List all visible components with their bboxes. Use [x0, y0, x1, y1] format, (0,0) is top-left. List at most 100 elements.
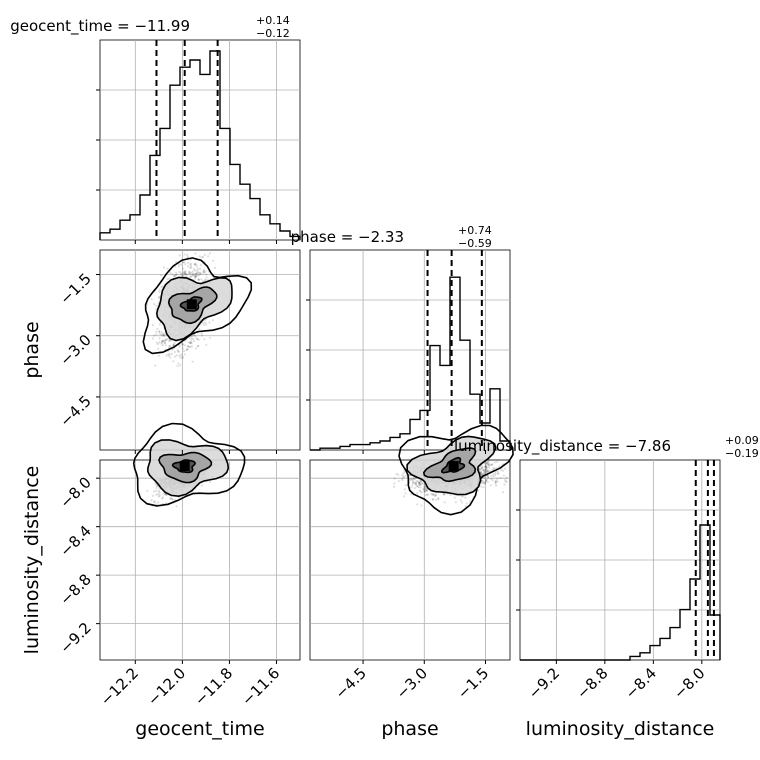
sample-point-phase-luminosity_distance-980	[459, 499, 462, 502]
xtick-label-phase-1: −3.0	[393, 664, 431, 702]
sample-point-geocent_time-phase-283	[175, 273, 178, 276]
sample-point-geocent_time-luminosity_distance-392	[200, 484, 203, 487]
sample-point-phase-luminosity_distance-773	[505, 480, 508, 483]
sample-point-geocent_time-phase-1149	[194, 272, 198, 275]
sample-point-geocent_time-phase-473	[192, 337, 195, 340]
sample-point-phase-luminosity_distance-1286	[487, 461, 490, 464]
sample-point-geocent_time-phase-1301	[178, 254, 181, 257]
contour-geocent_time-phase-0	[142, 257, 253, 355]
histogram-luminosity_distance	[520, 524, 721, 661]
sample-point-phase-luminosity_distance-121	[484, 462, 487, 465]
sample-point-phase-luminosity_distance-1371	[482, 482, 485, 485]
sample-point-geocent_time-phase-1019	[189, 341, 192, 345]
sample-point-geocent_time-phase-291	[183, 270, 187, 273]
sample-point-phase-luminosity_distance-348	[425, 488, 428, 491]
sample-point-geocent_time-phase-1234	[208, 321, 211, 324]
sample-point-phase-luminosity_distance-194	[420, 504, 423, 507]
sample-point-phase-luminosity_distance-178	[499, 468, 503, 471]
sample-point-geocent_time-phase-855	[166, 267, 169, 270]
sample-point-geocent_time-phase-507	[185, 349, 188, 352]
sample-point-phase-luminosity_distance-789	[393, 477, 396, 480]
sample-point-geocent_time-luminosity_distance-1055	[153, 500, 156, 503]
sample-point-phase-luminosity_distance-939	[424, 490, 427, 493]
sample-point-phase-luminosity_distance-735	[423, 490, 426, 493]
sample-point-geocent_time-phase-702	[184, 273, 187, 276]
sample-point-geocent_time-phase-1223	[183, 261, 186, 264]
sample-point-phase-luminosity_distance-363	[434, 498, 438, 501]
sample-point-phase-luminosity_distance-125	[400, 473, 404, 477]
sample-point-phase-luminosity_distance-766	[422, 488, 425, 491]
histogram-geocent_time	[99, 50, 301, 240]
sample-point-geocent_time-luminosity_distance-294	[153, 501, 156, 504]
ylabel-phase: phase	[21, 321, 43, 378]
sample-point-phase-luminosity_distance-681	[460, 501, 464, 504]
sample-point-phase-luminosity_distance-134	[485, 467, 488, 470]
sample-point-phase-luminosity_distance-253	[478, 468, 481, 471]
sample-point-phase-luminosity_distance-565	[465, 502, 468, 505]
sample-point-phase-luminosity_distance-1232	[442, 493, 446, 496]
sample-point-phase-luminosity_distance-1396	[418, 483, 421, 486]
sample-point-phase-luminosity_distance-1030	[483, 471, 486, 474]
sample-point-geocent_time-phase-984	[198, 278, 201, 281]
sample-point-geocent_time-phase-512	[180, 274, 183, 277]
sample-point-phase-luminosity_distance-556	[425, 487, 428, 490]
sample-point-geocent_time-phase-124	[158, 323, 161, 326]
sample-point-phase-luminosity_distance-1206	[402, 476, 406, 479]
sample-point-phase-luminosity_distance-934	[424, 494, 427, 497]
sample-point-phase-luminosity_distance-957	[411, 479, 414, 483]
xtick-label-geocent_time-1: −12.0	[144, 664, 189, 709]
sample-point-geocent_time-phase-1134	[205, 323, 208, 326]
sample-point-geocent_time-phase-518	[199, 264, 202, 267]
sample-point-phase-luminosity_distance-511	[404, 492, 407, 495]
sample-point-geocent_time-luminosity_distance-793	[162, 493, 165, 496]
sample-point-phase-luminosity_distance-720	[464, 505, 467, 508]
sample-point-geocent_time-phase-253	[204, 279, 207, 282]
sample-point-geocent_time-phase-1101	[182, 271, 185, 274]
sample-point-geocent_time-phase-250	[196, 268, 199, 271]
sample-point-geocent_time-phase-294	[153, 303, 156, 306]
sample-point-phase-luminosity_distance-1335	[418, 480, 421, 483]
sample-point-geocent_time-luminosity_distance-772	[151, 494, 154, 497]
sample-point-geocent_time-phase-511	[168, 353, 171, 356]
density-peak-geocent_time-phase	[186, 299, 197, 310]
sample-point-geocent_time-phase-315	[162, 333, 165, 337]
sample-point-phase-luminosity_distance-1015	[419, 479, 422, 482]
sample-point-geocent_time-phase-474	[169, 344, 172, 347]
ytick-label-phase-2: −1.5	[56, 270, 94, 308]
sample-point-phase-luminosity_distance-740	[504, 478, 507, 482]
sample-point-phase-luminosity_distance-767	[505, 476, 508, 479]
sample-point-phase-luminosity_distance-907	[479, 470, 482, 473]
sample-point-phase-luminosity_distance-1261	[437, 497, 440, 500]
sample-point-phase-luminosity_distance-432	[481, 480, 484, 483]
sample-point-geocent_time-luminosity_distance-1177	[170, 498, 174, 501]
sample-point-phase-luminosity_distance-793	[443, 493, 446, 496]
sample-point-phase-luminosity_distance-1301	[503, 483, 506, 486]
sample-point-phase-luminosity_distance-1223	[496, 470, 499, 473]
sample-point-phase-luminosity_distance-563	[485, 465, 488, 469]
sample-point-geocent_time-phase-1391	[198, 273, 201, 276]
sample-point-geocent_time-luminosity_distance-124	[158, 494, 161, 497]
sample-point-phase-luminosity_distance-772	[433, 494, 437, 497]
sample-point-geocent_time-phase-754	[178, 345, 181, 348]
sample-point-phase-luminosity_distance-594	[485, 465, 488, 468]
sample-point-geocent_time-phase-588	[196, 337, 199, 340]
xtick-label-luminosity_distance-1: −8.8	[573, 664, 611, 702]
density-contours	[132, 257, 514, 516]
sample-point-geocent_time-phase-562	[183, 353, 186, 356]
sample-point-geocent_time-phase-636	[193, 272, 196, 276]
sample-point-phase-luminosity_distance-680	[425, 489, 429, 492]
sample-point-phase-luminosity_distance-1397	[486, 461, 489, 464]
sample-point-geocent_time-phase-1082	[175, 271, 178, 274]
sample-point-geocent_time-luminosity_distance-363	[173, 498, 176, 501]
sample-point-geocent_time-phase-891	[158, 341, 161, 344]
sample-point-geocent_time-phase-715	[194, 277, 197, 280]
sample-point-phase-luminosity_distance-964	[430, 493, 433, 496]
sample-point-geocent_time-phase-789	[179, 364, 182, 367]
sample-point-phase-luminosity_distance-726	[497, 472, 500, 475]
sample-point-geocent_time-phase-332	[168, 339, 171, 343]
xlabel-phase: phase	[381, 718, 438, 740]
sample-point-phase-luminosity_distance-869	[420, 491, 423, 494]
ylabel-luminosity_distance: luminosity_distance	[21, 466, 43, 655]
sample-point-phase-luminosity_distance-797	[484, 482, 487, 485]
sample-point-geocent_time-phase-687	[158, 330, 161, 333]
